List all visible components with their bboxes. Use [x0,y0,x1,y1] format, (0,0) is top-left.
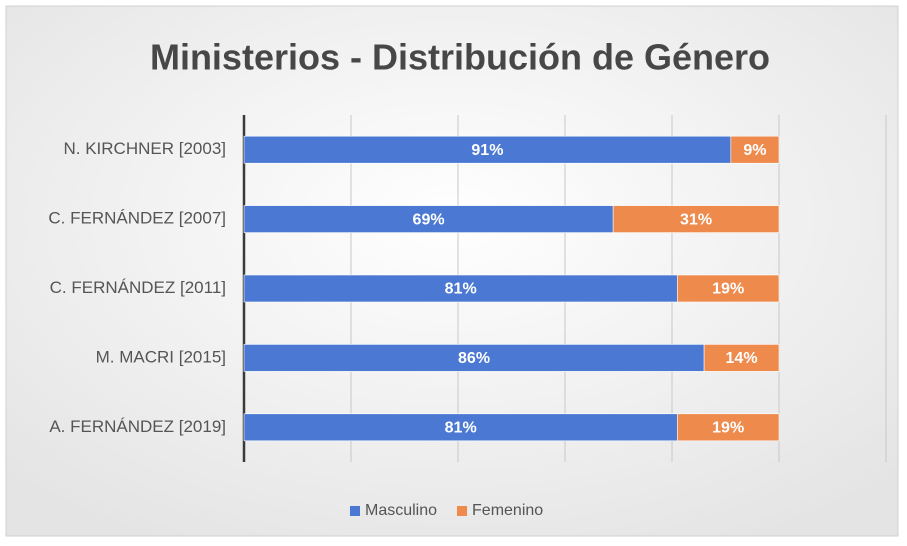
bar-segment [703,344,780,372]
bar-segment [730,135,780,164]
data-label: 81% [445,281,477,298]
legend-label: Femenino [472,502,543,519]
legend-label: Masculino [365,502,437,519]
data-label: 14% [726,350,758,367]
legend-swatch [457,506,468,516]
data-label: 91% [471,142,503,159]
y-tick-label: N. KIRCHNER [2003] [64,139,227,158]
data-label: 19% [712,420,744,437]
data-label: 9% [743,142,766,159]
bar-segment [612,205,780,233]
bar-segment [243,413,678,442]
y-tick-label: C. FERNÁNDEZ [2007] [48,209,226,228]
data-label: 19% [712,281,744,298]
data-label: 69% [413,211,445,228]
chart-area [5,5,899,537]
bar-segment [243,344,705,372]
data-label: 81% [445,420,477,437]
bar-segment [243,135,732,164]
chart-title: Ministerios - Distribución de Género [150,37,770,78]
bar-segment [677,274,780,303]
bar-segment [677,413,780,442]
y-tick-label: M. MACRI [2015] [96,347,226,366]
y-tick-label: C. FERNÁNDEZ [2011] [50,278,226,297]
data-label: 86% [458,350,490,367]
data-label: 31% [680,211,712,228]
y-tick-label: A. FERNÁNDEZ [2019] [49,417,226,436]
legend-swatch [350,506,360,516]
